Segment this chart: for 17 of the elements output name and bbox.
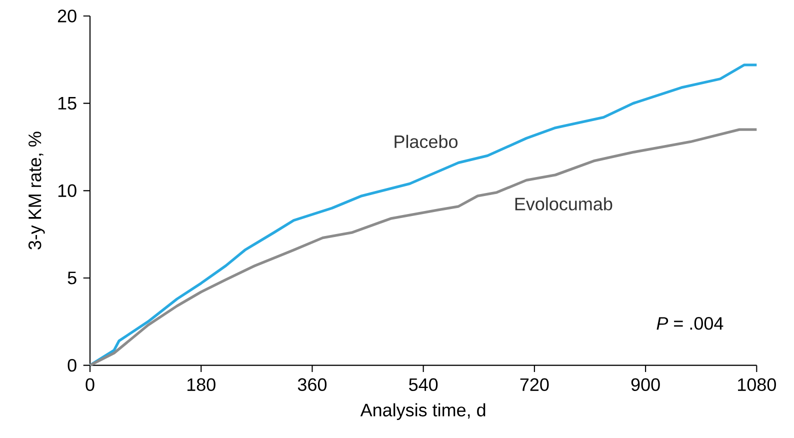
x-tick-label: 180 [187, 378, 216, 391]
x-tick-label: 900 [631, 378, 660, 391]
series-label: Placebo [394, 134, 458, 148]
x-tick-label: 720 [520, 378, 549, 391]
y-tick-label: 20 [58, 9, 76, 22]
x-tick-label: 360 [298, 378, 327, 391]
y-tick-label: 10 [58, 184, 76, 197]
x-tick-label: 1080 [738, 378, 776, 391]
y-tick-label: 5 [68, 272, 76, 284]
x-axis-title: Analysis time, d [360, 403, 486, 420]
y-tick-label: 0 [68, 358, 76, 372]
y-axis-title: 3-y KM rate, % [28, 132, 45, 250]
x-tick-label: 0 [86, 378, 94, 391]
series-label: Evolocumab [515, 197, 612, 210]
x-tick-label: 540 [409, 378, 438, 391]
annotation: P = .004 [656, 316, 724, 330]
y-tick-label: 15 [58, 96, 76, 110]
